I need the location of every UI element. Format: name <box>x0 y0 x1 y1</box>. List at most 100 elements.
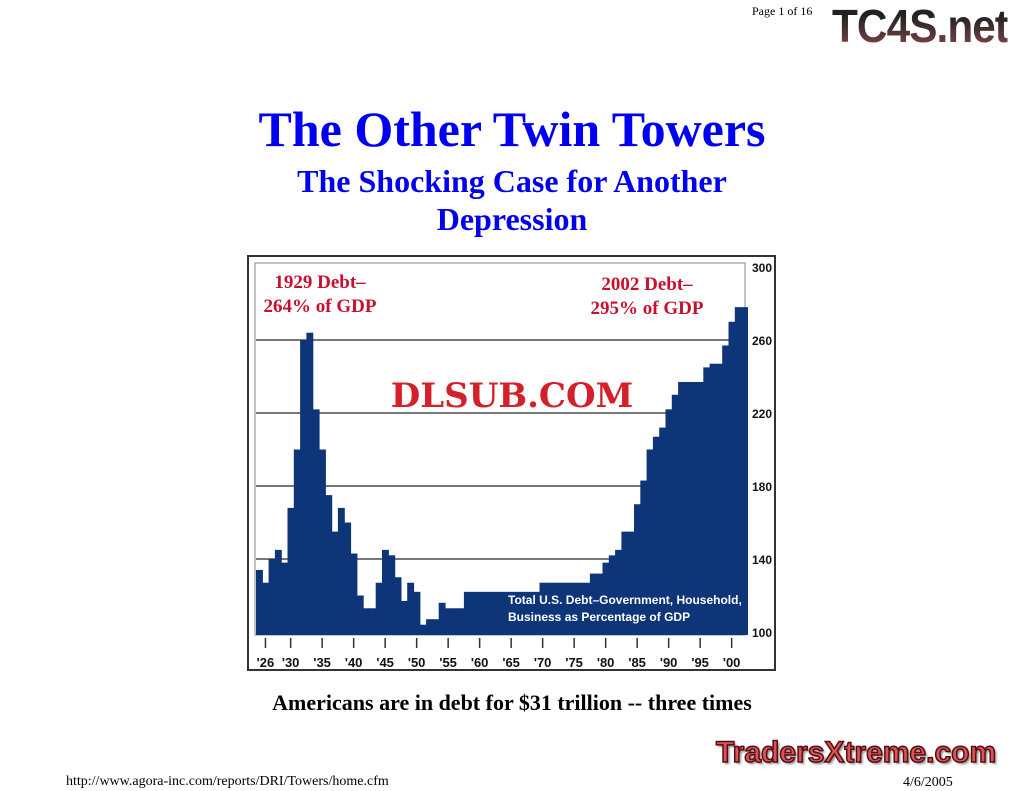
bar <box>419 624 427 635</box>
bar <box>545 582 553 635</box>
bar <box>400 600 408 635</box>
x-tick-label: '80 <box>597 655 615 670</box>
bar <box>571 582 578 635</box>
bar <box>356 595 364 635</box>
bar <box>577 582 585 635</box>
bar <box>274 549 282 635</box>
annotation-2002-line2: 295% of GDP <box>591 298 704 319</box>
bar <box>690 381 698 635</box>
bar <box>375 582 383 635</box>
bar <box>665 409 673 635</box>
bar <box>558 582 566 635</box>
bar <box>715 363 723 635</box>
bar <box>363 608 370 635</box>
bar <box>684 381 692 635</box>
bar <box>697 381 704 635</box>
bar <box>709 363 717 635</box>
tradersxtreme-logo: TradersXtreme.com <box>715 735 997 770</box>
page-title: The Other Twin Towers <box>258 101 766 157</box>
bar <box>621 531 629 635</box>
bar <box>741 307 748 635</box>
x-tick-label: '65 <box>502 655 520 670</box>
bar <box>508 591 515 635</box>
bar <box>489 591 496 635</box>
bar <box>678 381 685 635</box>
x-tick-label: '45 <box>376 655 394 670</box>
x-tick-label: '95 <box>691 655 709 670</box>
bar <box>325 495 333 635</box>
page-indicator: Page 1 of 16 <box>752 4 813 18</box>
bar <box>608 555 616 635</box>
bar <box>438 602 446 635</box>
bar <box>388 555 396 635</box>
bar <box>659 427 667 635</box>
x-tick-label: '00 <box>723 655 741 670</box>
bar <box>583 582 591 635</box>
bar <box>646 449 654 635</box>
bar <box>382 549 389 635</box>
tc4s-logo: TC4S.net <box>832 0 1009 52</box>
bar <box>445 608 452 635</box>
bar <box>634 504 641 635</box>
bar <box>369 608 377 635</box>
y-tick-label: 300 <box>752 261 772 275</box>
footer-url: http://www.agora-inc.com/reports/DRI/Tow… <box>66 774 389 789</box>
x-tick-label: '50 <box>408 655 426 670</box>
x-tick-label: '85 <box>628 655 646 670</box>
bar <box>596 573 604 635</box>
bar <box>268 559 276 635</box>
bar <box>520 591 528 635</box>
bar <box>564 582 572 635</box>
bar <box>640 480 648 635</box>
bar <box>300 340 307 635</box>
bar <box>671 394 679 635</box>
caption: Americans are in debt for $31 trillion -… <box>272 690 752 715</box>
bar <box>482 591 490 635</box>
bar <box>615 549 622 635</box>
x-tick-label: '60 <box>471 655 489 670</box>
bar <box>287 507 295 635</box>
x-tick-label: '26 <box>257 655 275 670</box>
y-tick-label: 260 <box>752 334 772 348</box>
x-tick-label: '35 <box>313 655 331 670</box>
bar <box>344 522 352 635</box>
y-tick-label: 220 <box>752 407 772 421</box>
bar <box>589 573 597 635</box>
bar <box>652 436 660 635</box>
bar <box>734 307 742 635</box>
bar <box>602 562 610 635</box>
bar <box>552 582 559 635</box>
bar <box>426 619 433 635</box>
bar <box>514 591 522 635</box>
bar <box>470 591 478 635</box>
bar <box>306 332 314 635</box>
bar <box>722 345 730 635</box>
bar <box>463 591 471 635</box>
bar <box>703 367 711 635</box>
page-subtitle: The Shocking Case for Another Depression <box>297 163 727 237</box>
bar <box>293 449 301 635</box>
x-tick-label: '40 <box>345 655 363 670</box>
x-tick-label: '90 <box>660 655 678 670</box>
y-tick-label: 180 <box>752 480 772 494</box>
annotation-1929-line2: 264% of GDP <box>264 296 377 317</box>
annotation-1929-line1: 1929 Debt– <box>274 272 366 293</box>
bar <box>451 608 459 635</box>
chart-description: Total U.S. Debt–Government, Household, B… <box>508 593 742 624</box>
bar <box>539 582 547 635</box>
x-tick-label: '70 <box>534 655 552 670</box>
bar <box>262 582 270 635</box>
bar <box>501 591 509 635</box>
x-tick-label: '30 <box>282 655 300 670</box>
bar <box>394 577 402 635</box>
dlsub-watermark: DLSUB.COM <box>391 376 633 416</box>
bar <box>281 562 289 635</box>
bar <box>319 449 326 635</box>
footer-date: 4/6/2005 <box>903 775 953 790</box>
bar <box>495 591 503 635</box>
bar <box>728 321 736 635</box>
bar <box>457 608 465 635</box>
x-tick-label: '55 <box>439 655 457 670</box>
bar <box>256 569 263 635</box>
